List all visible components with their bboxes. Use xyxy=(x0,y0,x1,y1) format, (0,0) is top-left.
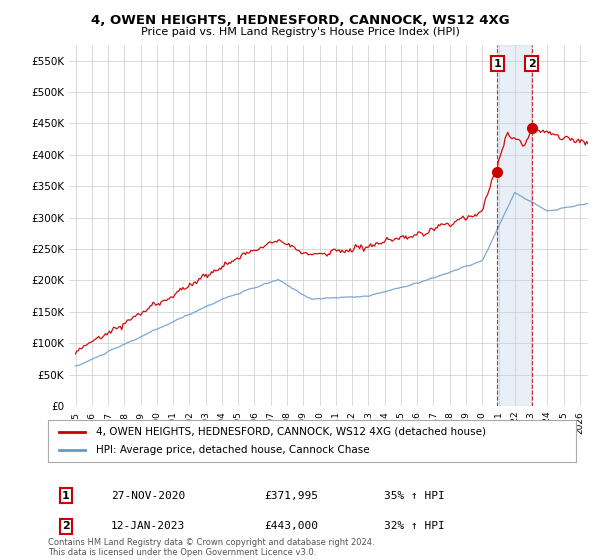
Text: 27-NOV-2020: 27-NOV-2020 xyxy=(111,491,185,501)
Text: 35% ↑ HPI: 35% ↑ HPI xyxy=(384,491,445,501)
Text: 32% ↑ HPI: 32% ↑ HPI xyxy=(384,521,445,531)
Text: 2: 2 xyxy=(62,521,70,531)
Text: 2: 2 xyxy=(528,59,536,69)
Text: 12-JAN-2023: 12-JAN-2023 xyxy=(111,521,185,531)
Bar xyxy=(497,45,532,406)
Text: HPI: Average price, detached house, Cannock Chase: HPI: Average price, detached house, Cann… xyxy=(95,445,369,455)
Text: Contains HM Land Registry data © Crown copyright and database right 2024.
This d: Contains HM Land Registry data © Crown c… xyxy=(48,538,374,557)
Text: 4, OWEN HEIGHTS, HEDNESFORD, CANNOCK, WS12 4XG (detached house): 4, OWEN HEIGHTS, HEDNESFORD, CANNOCK, WS… xyxy=(95,427,485,437)
Text: 4, OWEN HEIGHTS, HEDNESFORD, CANNOCK, WS12 4XG: 4, OWEN HEIGHTS, HEDNESFORD, CANNOCK, WS… xyxy=(91,14,509,27)
Text: Price paid vs. HM Land Registry's House Price Index (HPI): Price paid vs. HM Land Registry's House … xyxy=(140,27,460,37)
Text: £443,000: £443,000 xyxy=(264,521,318,531)
Text: 1: 1 xyxy=(493,59,501,69)
Text: 1: 1 xyxy=(62,491,70,501)
Text: £371,995: £371,995 xyxy=(264,491,318,501)
